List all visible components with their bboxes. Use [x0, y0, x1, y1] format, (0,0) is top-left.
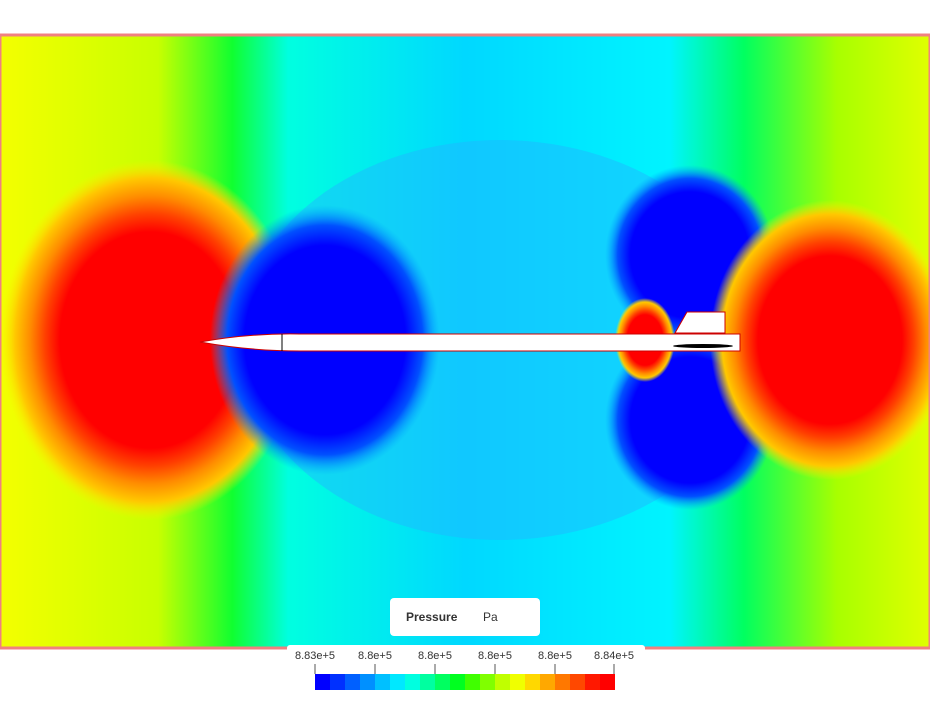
legend-box [390, 598, 540, 636]
legend-panel: Pressure Pa [390, 598, 540, 636]
color-swatches [315, 674, 615, 690]
tick-label: 8.84e+5 [594, 650, 634, 662]
tick-label: 8.8e+5 [358, 650, 392, 662]
legend-title: Pressure [406, 610, 458, 624]
tick-label: 8.8e+5 [418, 650, 452, 662]
color-bar: 8.83e+5 8.8e+5 8.8e+5 8.8e+5 8.8e+5 8.84… [287, 645, 645, 690]
tick-label: 8.8e+5 [538, 650, 572, 662]
tick-label: 8.8e+5 [478, 650, 512, 662]
tick-marks [314, 664, 615, 674]
rocket [199, 311, 741, 352]
legend-unit: Pa [483, 610, 498, 624]
tick-label: 8.83e+5 [295, 650, 335, 662]
